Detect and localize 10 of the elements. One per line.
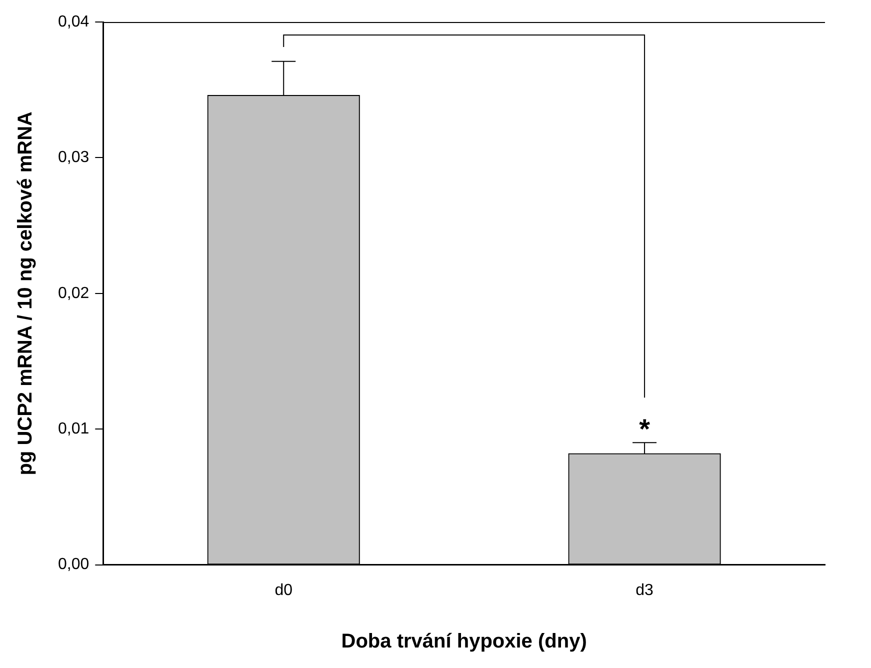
y-tick-label: 0,02 <box>58 284 90 302</box>
x-tick-label: d0 <box>274 582 293 599</box>
y-axis-title: pg UCP2 mRNA / 10 ng celkové mRNA <box>14 112 37 476</box>
x-tick-label: d3 <box>636 582 654 599</box>
x-axis-title: Doba trvání hypoxie (dny) <box>341 630 587 653</box>
y-tick-label: 0,01 <box>58 420 90 438</box>
y-tick-label: 0,03 <box>58 149 90 166</box>
y-tick-label: 0,04 <box>58 13 90 30</box>
y-tick-label: 0,00 <box>58 556 90 574</box>
annotation: * <box>639 413 650 444</box>
